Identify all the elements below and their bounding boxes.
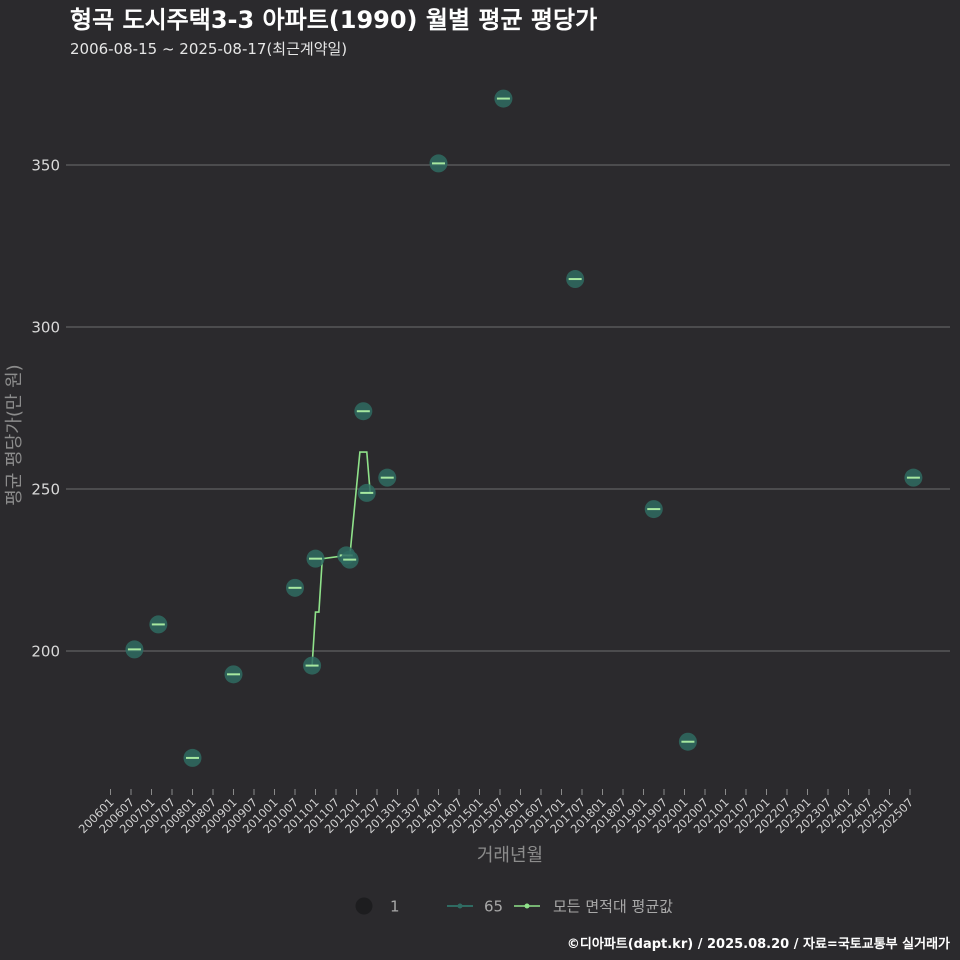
- y-tick-label: 300: [31, 319, 60, 337]
- data-point: [303, 656, 322, 675]
- y-tick-label: 250: [31, 481, 60, 499]
- data-point: [429, 154, 448, 173]
- legend-size-swatch: [355, 897, 373, 915]
- data-point: [306, 549, 325, 568]
- point-layer: [125, 89, 923, 767]
- data-point: [644, 500, 663, 519]
- x-axis-title: 거래년월: [477, 845, 543, 866]
- grid-layer: [66, 164, 950, 652]
- chart-subtitle: 2006-08-15 ~ 2025-08-17(최근계약일): [70, 40, 347, 58]
- footer-credit: ©디아파트(dapt.kr) / 2025.08.20 / 자료=국토교통부 실…: [567, 936, 950, 952]
- y-tick-label: 350: [31, 157, 60, 175]
- data-point: [904, 468, 923, 487]
- data-point: [678, 732, 697, 751]
- data-point: [566, 270, 585, 289]
- legend-series-label: 65: [484, 898, 503, 916]
- data-point: [125, 640, 144, 659]
- data-point: [183, 748, 202, 767]
- x-axis: 2006012006072007012007072008012008072009…: [76, 789, 916, 836]
- data-point: [149, 615, 168, 634]
- data-point: [378, 468, 397, 487]
- chart-title: 형곡 도시주택3-3 아파트(1990) 월별 평균 평당가: [70, 6, 597, 34]
- y-axis: 200 250 300 350: [31, 157, 60, 661]
- data-point: [357, 483, 376, 502]
- legend: 1 65 모든 면적대 평균값: [355, 897, 673, 916]
- y-axis-title: 평균 평당가(만 원): [4, 364, 25, 505]
- data-point: [494, 89, 513, 108]
- y-tick-label: 200: [31, 643, 60, 661]
- data-point: [340, 550, 359, 569]
- data-point: [286, 578, 304, 597]
- data-point: [224, 665, 243, 684]
- legend-avg-label: 모든 면적대 평균값: [553, 898, 673, 916]
- data-point: [354, 402, 373, 421]
- legend-size-label: 1: [390, 898, 400, 916]
- legend-series-dot: [457, 903, 463, 909]
- legend-avg-dot: [524, 903, 530, 909]
